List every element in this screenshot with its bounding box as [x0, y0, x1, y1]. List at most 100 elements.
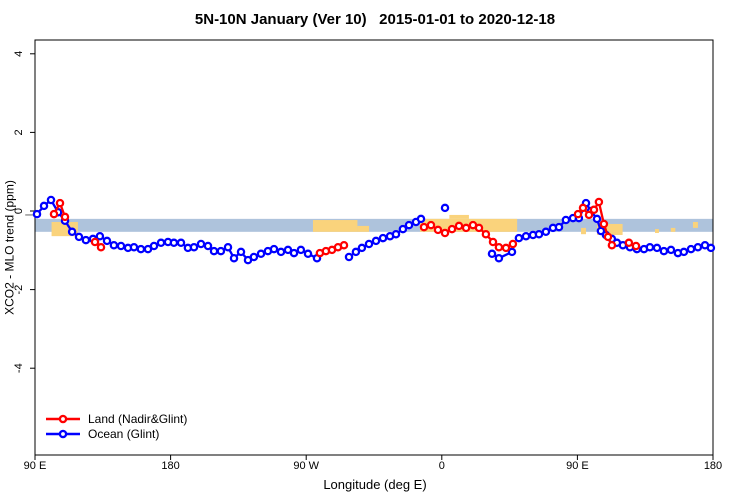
land-patch-south-america-tail: [357, 225, 370, 232]
land-patch-malaysia-borneo-wrap: [596, 223, 623, 235]
land-data-point: [624, 238, 634, 248]
land-data-point: [501, 243, 511, 253]
ocean-data-point: [391, 229, 401, 239]
ocean-data-point: [156, 238, 166, 248]
ocean-data-point: [514, 233, 524, 243]
land-data-point: [631, 241, 641, 251]
ocean-data-point: [659, 246, 669, 256]
ocean-data-point: [169, 238, 179, 248]
ocean-data-point: [534, 229, 544, 239]
ocean-data-point: [371, 236, 381, 246]
y-tick-label: 0: [13, 208, 25, 214]
ocean-data-point: [256, 249, 266, 259]
ocean-data-point: [67, 227, 77, 237]
x-tick-label: 90 E: [24, 460, 47, 472]
ocean-data-point: [561, 215, 571, 225]
land-patch-central-south-america: [312, 220, 358, 232]
ocean-data-point: [554, 222, 564, 232]
land-data-point: [60, 212, 70, 222]
ocean-data-point: [303, 249, 313, 259]
land-series-marker-icon: [46, 414, 80, 423]
ocean-data-point: [357, 243, 367, 253]
land-data-point: [589, 205, 599, 215]
ocean-data-point: [39, 201, 49, 211]
land-data-point: [607, 240, 617, 250]
ocean-data-point: [74, 232, 84, 242]
legend-label-land: Land (Nadir&Glint): [88, 411, 188, 426]
land-patch-pacific-speck-3: [692, 222, 698, 228]
ocean-data-point: [378, 233, 388, 243]
ocean-data-point: [109, 240, 119, 250]
ocean-data-point: [176, 238, 186, 248]
land-data-point: [96, 242, 106, 252]
land-data-point: [419, 222, 429, 232]
ocean-data-point: [686, 244, 696, 254]
ocean-data-point: [81, 235, 91, 245]
chart-title: 5N-10N January (Ver 10) 2015-01-01 to 20…: [194, 11, 556, 28]
ocean-data-point: [102, 236, 112, 246]
ocean-data-point: [344, 252, 354, 262]
legend: Land (Nadir&Glint) Ocean (Glint): [46, 411, 187, 441]
y-tick-label: -2: [13, 285, 25, 295]
land-data-point: [433, 225, 443, 235]
ocean-data-point: [203, 241, 213, 251]
land-patch-pacific-speck-2: [670, 227, 676, 232]
ocean-data-point: [364, 239, 374, 249]
x-tick-label: 90 W: [293, 460, 319, 472]
ocean-data-point: [196, 239, 206, 249]
land-data-point: [494, 242, 504, 252]
x-tick-label: 180: [704, 460, 722, 472]
ocean-data-point: [645, 242, 655, 252]
land-data-point: [594, 197, 604, 207]
ocean-data-point: [494, 253, 504, 263]
ocean-data-point: [229, 253, 239, 263]
ocean-data-point: [351, 247, 361, 257]
land-data-point: [599, 219, 609, 229]
ocean-data-point: [507, 247, 517, 257]
ocean-data-point: [276, 247, 286, 257]
ocean-data-point: [666, 245, 676, 255]
land-data-point: [440, 228, 450, 238]
ocean-data-point: [32, 209, 42, 219]
ocean-data-point: [236, 247, 246, 257]
ocean-data-point: [249, 252, 259, 262]
land-patch-africa-coast-bump: [449, 214, 469, 219]
land-data-point: [426, 220, 436, 230]
land-patch-pacific-speck-1: [654, 229, 659, 234]
ocean-data-point: [95, 231, 105, 241]
ocean-data-point: [223, 242, 233, 252]
ocean-data-point: [652, 243, 662, 253]
land-data-point: [447, 224, 457, 234]
land-data-point: [603, 232, 613, 242]
y-tick-label: 4: [13, 51, 25, 57]
land-patch-andaman-islands: [581, 227, 586, 235]
ocean-data-point: [269, 244, 279, 254]
land-data-point: [481, 229, 491, 239]
x-tick-label: 0: [439, 460, 445, 472]
y-axis-label: XCO2 - MLO trend (ppm): [2, 180, 17, 315]
ocean-data-point: [209, 246, 219, 256]
legend-label-ocean: Ocean (Glint): [88, 426, 160, 441]
land-data-point: [474, 223, 484, 233]
ocean-series-marker-icon: [46, 429, 80, 438]
x-axis-label: Longitude (deg E): [323, 477, 427, 492]
ocean-data-point: [693, 242, 703, 252]
land-data-point: [584, 210, 594, 220]
land-data-point: [90, 237, 100, 247]
ocean-data-point: [283, 245, 293, 255]
ocean-data-point: [129, 242, 139, 252]
land-data-point: [508, 239, 518, 249]
ocean-data-point: [541, 227, 551, 237]
ocean-data-point: [521, 231, 531, 241]
land-data-point: [339, 240, 349, 250]
land-data-point: [49, 209, 59, 219]
land-data-point: [573, 209, 583, 219]
ocean-data-point: [149, 241, 159, 251]
x-tick-label: 90 E: [566, 460, 589, 472]
land-data-point: [454, 221, 464, 231]
ocean-data-point: [592, 214, 602, 224]
ocean-data-point: [296, 245, 306, 255]
x-tick-label: 180: [161, 460, 179, 472]
legend-item-land: Land (Nadir&Glint): [46, 411, 187, 426]
